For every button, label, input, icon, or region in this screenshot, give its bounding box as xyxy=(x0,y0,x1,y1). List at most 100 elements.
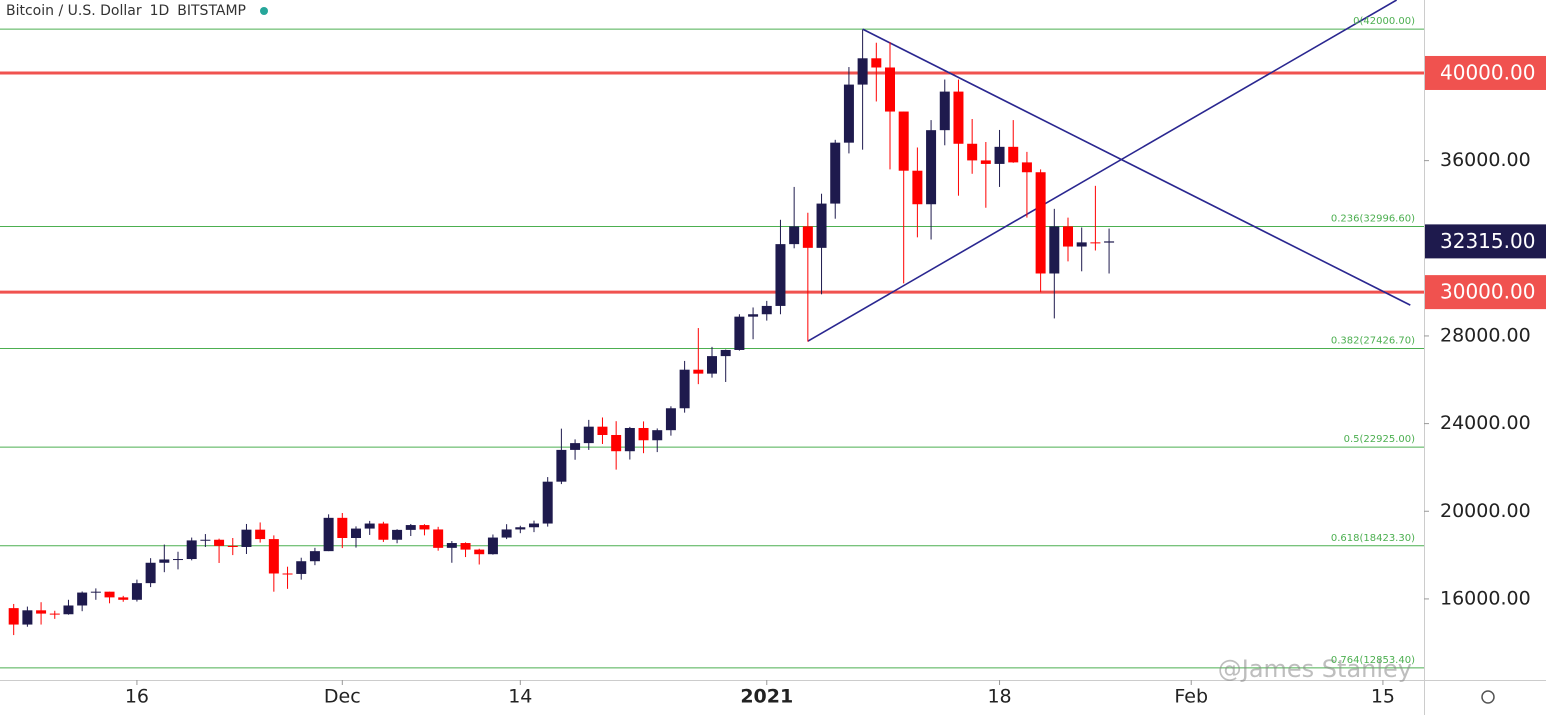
candle-body xyxy=(77,592,88,606)
candle-body xyxy=(761,305,772,315)
candle-body xyxy=(186,540,197,560)
candle-body xyxy=(214,539,225,546)
candle-body xyxy=(36,610,47,614)
candle-body xyxy=(296,561,307,574)
candle-body xyxy=(460,543,471,550)
candle-body xyxy=(583,426,594,444)
candle-body xyxy=(843,84,854,143)
candle-body xyxy=(118,597,129,600)
candle-body xyxy=(1076,242,1087,247)
candle-body xyxy=(200,539,211,541)
candle-body xyxy=(487,537,498,555)
candle-body xyxy=(1090,242,1101,244)
candle-body xyxy=(501,529,512,538)
candle-body xyxy=(145,562,156,584)
fib-label: 0.5(22925.00) xyxy=(1344,434,1416,445)
status-dot xyxy=(260,7,269,15)
candle-body xyxy=(638,427,649,441)
exchange: BITSTAMP xyxy=(177,3,247,19)
candle-body xyxy=(816,203,827,248)
fib-label: 0.764(12853.40) xyxy=(1331,655,1415,666)
candle-body xyxy=(268,539,279,574)
candle-body xyxy=(131,583,142,600)
fib-label: 0.618(18423.30) xyxy=(1331,533,1415,544)
x-tick-label: 18 xyxy=(987,686,1011,708)
candle-body xyxy=(433,529,444,548)
candle-body xyxy=(665,408,676,431)
candle-body xyxy=(337,517,348,538)
candle-body xyxy=(857,58,868,85)
level-label: 40000.00 xyxy=(1440,60,1535,84)
interval: 1D xyxy=(149,3,170,19)
candle-body xyxy=(255,529,266,540)
candle-body xyxy=(364,523,375,529)
candle-body xyxy=(953,91,964,144)
candle-body xyxy=(1008,146,1019,163)
candle-body xyxy=(351,528,361,538)
level-box xyxy=(1425,275,1546,310)
candle-body xyxy=(159,559,170,563)
candle-body xyxy=(707,356,717,374)
header: Bitcoin / U.S. Dollar 1D BITSTAMP xyxy=(6,3,276,19)
candle-body xyxy=(515,527,526,530)
candle-body xyxy=(1063,226,1073,247)
candle-body xyxy=(967,143,978,161)
candle-body xyxy=(679,369,690,409)
candle-body xyxy=(939,91,950,131)
candle-body xyxy=(378,523,389,540)
fib-label: 0(42000.00) xyxy=(1353,16,1415,27)
candle-body xyxy=(474,549,485,555)
candle-body xyxy=(1049,226,1060,274)
candle-body xyxy=(994,146,1005,164)
candle-body xyxy=(63,605,74,615)
candle-body xyxy=(241,529,252,547)
candle-body xyxy=(556,449,567,482)
trendline xyxy=(862,28,1411,306)
candle-body xyxy=(419,525,430,530)
candle-body xyxy=(49,613,60,615)
candle-body xyxy=(542,481,553,524)
candle-body xyxy=(871,58,882,68)
candle-body xyxy=(90,591,101,593)
y-tick-label: 16000.00 xyxy=(1440,587,1531,609)
level-box xyxy=(1425,55,1546,90)
candle-body xyxy=(392,529,403,540)
last-price-label: 32315.00 xyxy=(1440,229,1535,253)
fib-label: 0.236(32996.60) xyxy=(1331,213,1415,224)
candle-body xyxy=(912,170,923,205)
candle-body xyxy=(898,111,909,171)
level-label: 30000.00 xyxy=(1440,280,1535,304)
y-tick-label: 28000.00 xyxy=(1440,324,1531,346)
candle-body xyxy=(309,551,320,562)
x-tick-label: 14 xyxy=(508,686,532,708)
candle-body xyxy=(885,67,895,112)
candle-body xyxy=(1021,162,1032,173)
candle-body xyxy=(22,610,33,625)
candle-body xyxy=(173,559,183,561)
x-tick-label: 15 xyxy=(1371,686,1395,708)
candle-body xyxy=(282,573,293,575)
plot-area xyxy=(0,0,1424,669)
candle-body xyxy=(775,244,786,306)
candle-body xyxy=(597,426,608,435)
candle-body xyxy=(1035,172,1046,274)
last-price-box xyxy=(1425,224,1546,259)
x-tick-label: 16 xyxy=(125,686,149,708)
y-tick-label: 20000.00 xyxy=(1440,500,1531,522)
candle-body xyxy=(926,130,937,205)
candle-body xyxy=(789,226,800,245)
candle-body xyxy=(611,434,622,452)
candle-body xyxy=(624,427,635,452)
candle-body xyxy=(323,517,334,552)
x-tick-label: 2021 xyxy=(740,686,793,708)
candle-body xyxy=(734,316,745,350)
candle-body xyxy=(980,160,991,164)
candle-body xyxy=(1104,241,1115,243)
y-tick-label: 24000.00 xyxy=(1440,412,1531,434)
candle-body xyxy=(652,430,663,441)
candle-body xyxy=(8,608,19,625)
settings-icon[interactable] xyxy=(1481,690,1495,704)
candle-body xyxy=(693,369,704,374)
